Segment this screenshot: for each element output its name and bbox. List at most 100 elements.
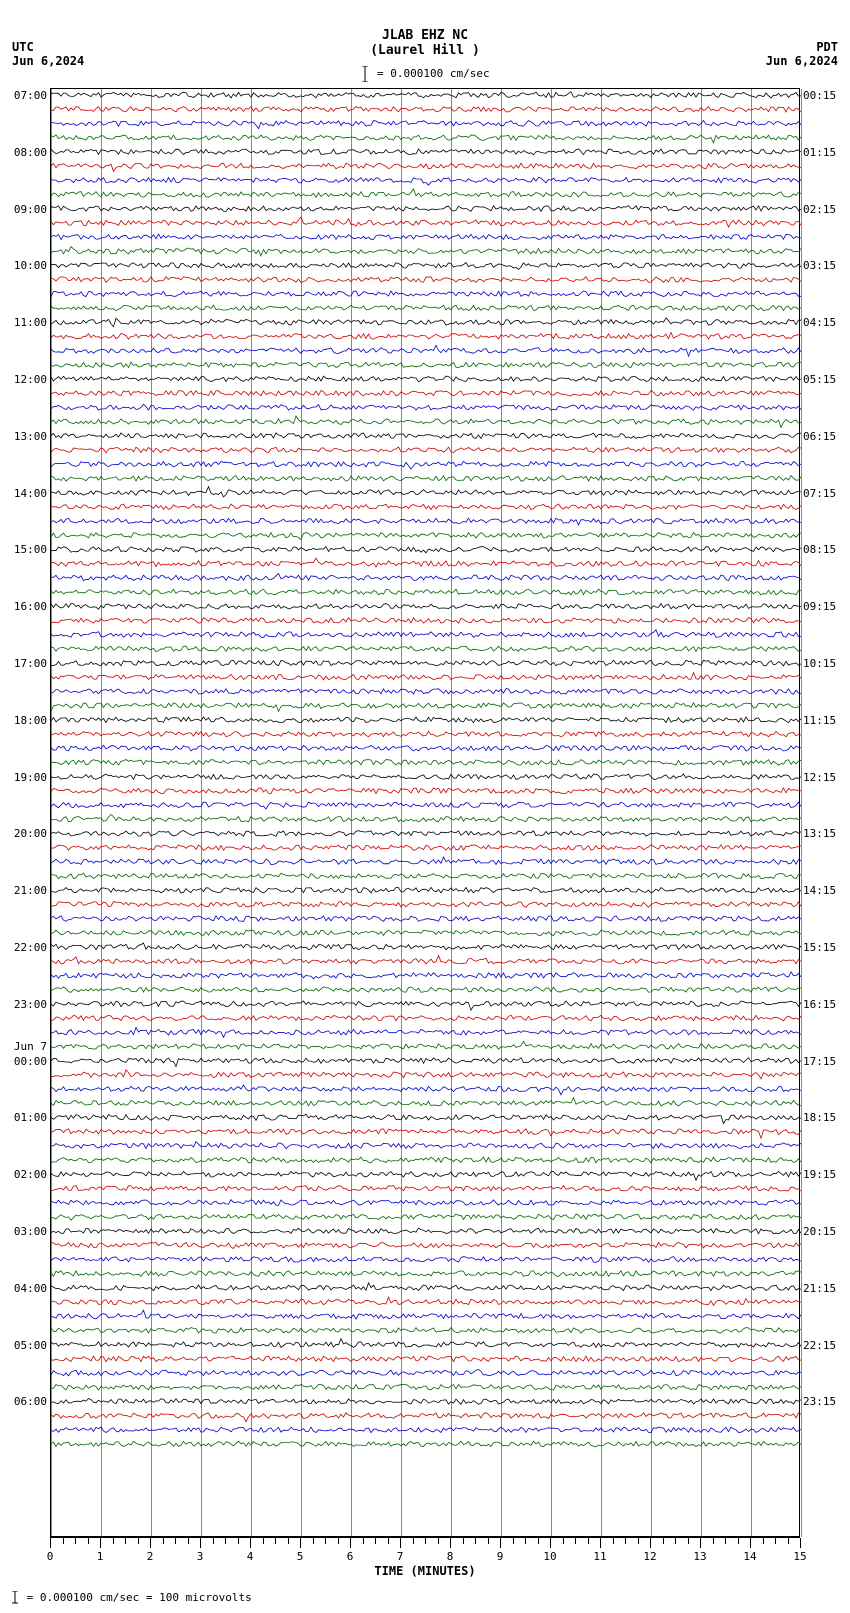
seismic-trace <box>51 1283 801 1291</box>
x-tick-label: 14 <box>743 1550 756 1563</box>
time-label-right: 19:15 <box>803 1168 836 1181</box>
time-label-right: 22:15 <box>803 1339 836 1352</box>
seismic-trace <box>51 1297 801 1305</box>
time-label-right: 00:15 <box>803 89 836 102</box>
time-label-left: 00:00 <box>14 1055 47 1068</box>
time-label-right: 20:15 <box>803 1225 836 1238</box>
x-tick <box>650 1538 651 1548</box>
seismic-trace <box>51 673 801 680</box>
x-axis: TIME (MINUTES) 0123456789101112131415 <box>50 1536 800 1576</box>
x-tick <box>413 1538 414 1544</box>
seismic-trace <box>51 1028 801 1038</box>
seismic-trace <box>51 247 801 256</box>
seismic-trace <box>51 1384 801 1390</box>
time-label-left: 02:00 <box>14 1168 47 1181</box>
seismic-trace <box>51 106 801 112</box>
time-label-left: 21:00 <box>14 884 47 897</box>
x-tick-label: 5 <box>297 1550 304 1563</box>
time-label-right: 12:15 <box>803 771 836 784</box>
x-tick <box>750 1538 751 1548</box>
seismic-trace <box>51 1310 801 1319</box>
x-tick <box>213 1538 214 1544</box>
helicorder-container: JLAB EHZ NC (Laurel Hill ) = 0.000100 cm… <box>0 0 850 1613</box>
seismic-trace <box>51 362 801 367</box>
seismic-trace <box>51 660 801 666</box>
seismic-trace <box>51 1257 801 1263</box>
x-tick <box>138 1538 139 1544</box>
seismic-trace <box>51 745 801 751</box>
seismic-trace <box>51 1441 801 1447</box>
x-tick <box>600 1538 601 1548</box>
seismic-trace <box>51 149 801 155</box>
x-tick <box>225 1538 226 1544</box>
x-tick <box>88 1538 89 1544</box>
time-label-right: 09:15 <box>803 600 836 613</box>
seismic-trace <box>51 956 801 964</box>
seismic-trace <box>51 604 801 610</box>
x-tick <box>363 1538 364 1544</box>
seismic-trace <box>51 277 801 283</box>
seismic-trace <box>51 1001 801 1010</box>
x-tick <box>463 1538 464 1544</box>
footer-text: = 0.000100 cm/sec = 100 microvolts <box>27 1591 252 1604</box>
time-label-left: 13:00 <box>14 430 47 443</box>
time-label-left: 18:00 <box>14 714 47 727</box>
seismic-trace <box>51 1098 801 1106</box>
x-tick <box>125 1538 126 1544</box>
time-label-right: 04:15 <box>803 316 836 329</box>
x-tick <box>175 1538 176 1544</box>
x-tick <box>100 1538 101 1548</box>
x-tick <box>238 1538 239 1544</box>
seismic-trace <box>51 943 801 950</box>
x-tick-label: 2 <box>147 1550 154 1563</box>
x-tick <box>313 1538 314 1544</box>
seismic-trace <box>51 1328 801 1334</box>
seismic-trace <box>51 533 801 540</box>
x-tick <box>775 1538 776 1544</box>
seismic-trace <box>51 845 801 851</box>
seismic-trace <box>51 376 801 382</box>
x-tick <box>325 1538 326 1544</box>
time-label-right: 15:15 <box>803 941 836 954</box>
seismic-trace <box>51 1129 801 1138</box>
seismic-trace <box>51 390 801 396</box>
time-label-left: 19:00 <box>14 771 47 784</box>
time-label-right: 21:15 <box>803 1282 836 1295</box>
seismic-trace <box>51 1339 801 1348</box>
x-tick <box>488 1538 489 1544</box>
seismic-trace <box>51 1070 801 1079</box>
x-tick <box>250 1538 251 1548</box>
x-tick <box>500 1538 501 1548</box>
seismic-trace <box>51 558 801 567</box>
seismic-trace <box>51 404 801 410</box>
seismic-trace <box>51 504 801 510</box>
time-label-right: 16:15 <box>803 998 836 1011</box>
time-label-left: 09:00 <box>14 203 47 216</box>
time-label-left: 06:00 <box>14 1395 47 1408</box>
seismic-trace <box>51 987 801 993</box>
x-tick <box>625 1538 626 1544</box>
time-label-left: 05:00 <box>14 1339 47 1352</box>
seismic-trace <box>51 774 801 779</box>
x-tick <box>75 1538 76 1544</box>
timezone-right: PDT Jun 6,2024 <box>766 40 838 68</box>
time-label-left: 03:00 <box>14 1225 47 1238</box>
seismic-trace <box>51 1171 801 1180</box>
x-tick <box>513 1538 514 1544</box>
seismic-trace <box>51 1427 801 1433</box>
time-label-left: 23:00 <box>14 998 47 1011</box>
seismic-trace <box>51 92 801 98</box>
station-location: (Laurel Hill ) <box>0 43 850 58</box>
x-tick <box>475 1538 476 1544</box>
x-tick <box>163 1538 164 1544</box>
seismic-trace <box>51 972 801 979</box>
x-tick <box>263 1538 264 1544</box>
x-tick <box>763 1538 764 1544</box>
x-tick <box>713 1538 714 1544</box>
time-label-left: 07:00 <box>14 89 47 102</box>
seismic-trace <box>51 487 801 497</box>
x-axis-line <box>50 1536 800 1537</box>
seismic-trace <box>51 121 801 129</box>
seismic-trace <box>51 630 801 638</box>
seismic-trace <box>51 291 801 297</box>
